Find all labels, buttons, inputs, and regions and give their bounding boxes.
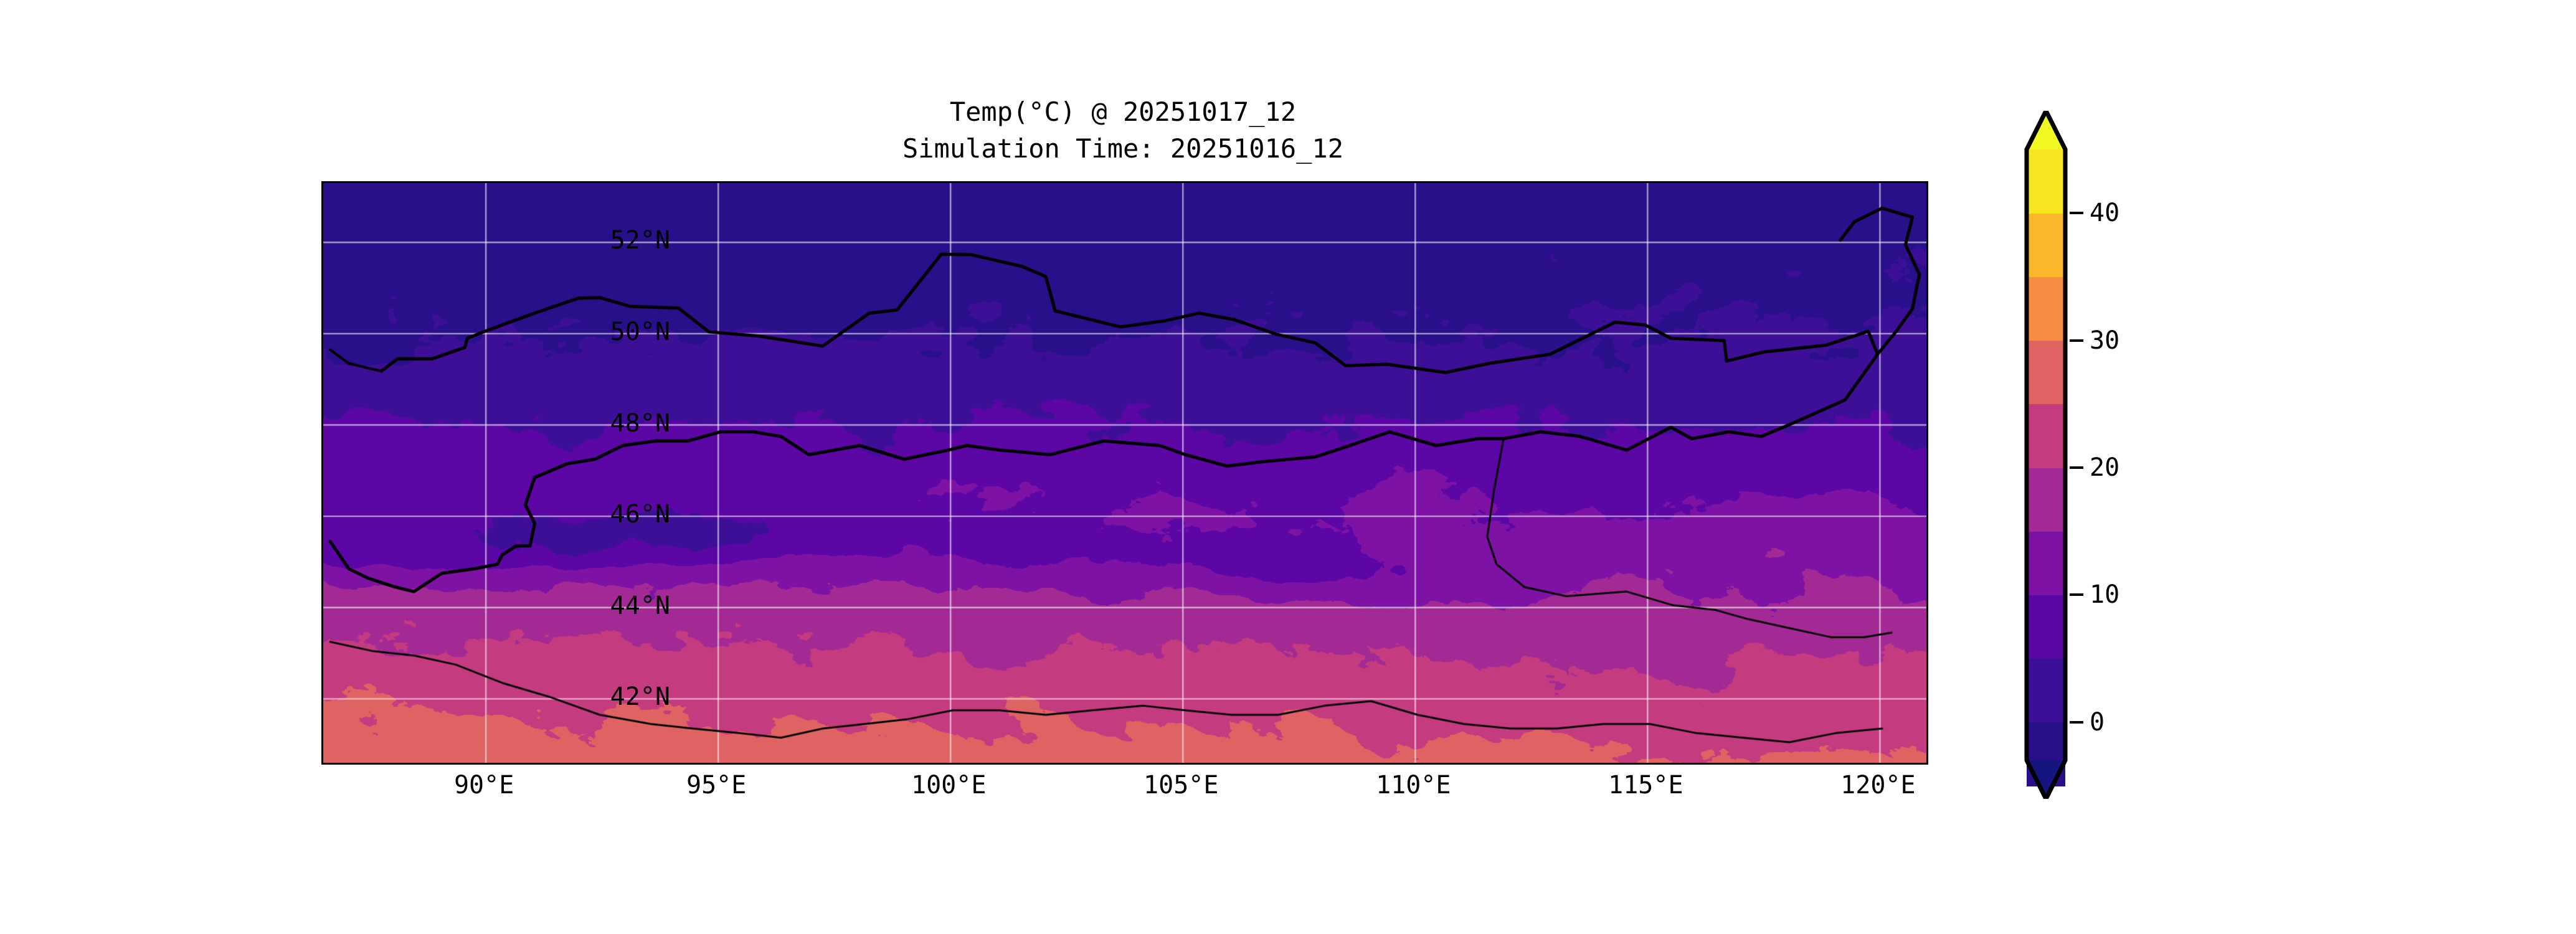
colorbar-band [2027,468,2065,532]
colorbar-tick-mark [2070,593,2083,597]
colorbar-tick-label: 20 [2090,453,2120,482]
colorbar-band [2027,149,2065,214]
colorbar-tick-mark [2070,212,2083,215]
x-tick-label: 90°E [453,771,514,800]
colorbar-band [2027,276,2065,341]
colorbar-tick-label: 0 [2090,707,2105,737]
colorbar-outline [2024,111,2068,799]
colorbar-under-arrow [2027,760,2065,799]
y-tick-label: 50°N [610,317,670,346]
colorbar-tick-mark [2070,339,2083,342]
y-tick-label: 48°N [610,408,670,438]
colorbar-band [2027,213,2065,277]
colorbar-band [2027,595,2065,659]
colorbar-band [2027,531,2065,595]
y-tick-label: 46°N [610,500,670,529]
colorbar-tick-label: 40 [2090,199,2120,228]
map-plot-area [321,181,1928,765]
title-line-1: Temp(°C) @ 20251017_12 [949,97,1297,127]
colorbar-band [2027,658,2065,723]
x-tick-label: 110°E [1376,771,1451,800]
y-tick-label: 44°N [610,591,670,620]
colorbar-over-arrow [2027,111,2065,149]
x-tick-label: 120°E [1840,771,1916,800]
y-tick-label: 42°N [610,682,670,712]
x-tick-label: 115°E [1608,771,1683,800]
x-tick-label: 100°E [911,771,987,800]
colorbar-band [2027,403,2065,468]
temperature-field [323,183,1926,763]
chart-title: Temp(°C) @ 20251017_12 Simulation Time: … [321,93,1925,167]
y-tick-label: 52°N [610,226,670,255]
colorbar: 0 10 20 30 40 [2022,111,2371,799]
colorbar-tick-label: 10 [2090,580,2120,610]
x-tick-label: 95°E [686,771,747,800]
x-tick-label: 105°E [1144,771,1219,800]
colorbar-tick-mark [2070,466,2083,469]
title-line-2: Simulation Time: 20251016_12 [902,133,1343,164]
colorbar-band [2027,340,2065,405]
colorbar-tick-mark [2070,720,2083,724]
colorbar-tick-label: 30 [2090,326,2120,355]
colorbar-border [2024,111,2068,799]
